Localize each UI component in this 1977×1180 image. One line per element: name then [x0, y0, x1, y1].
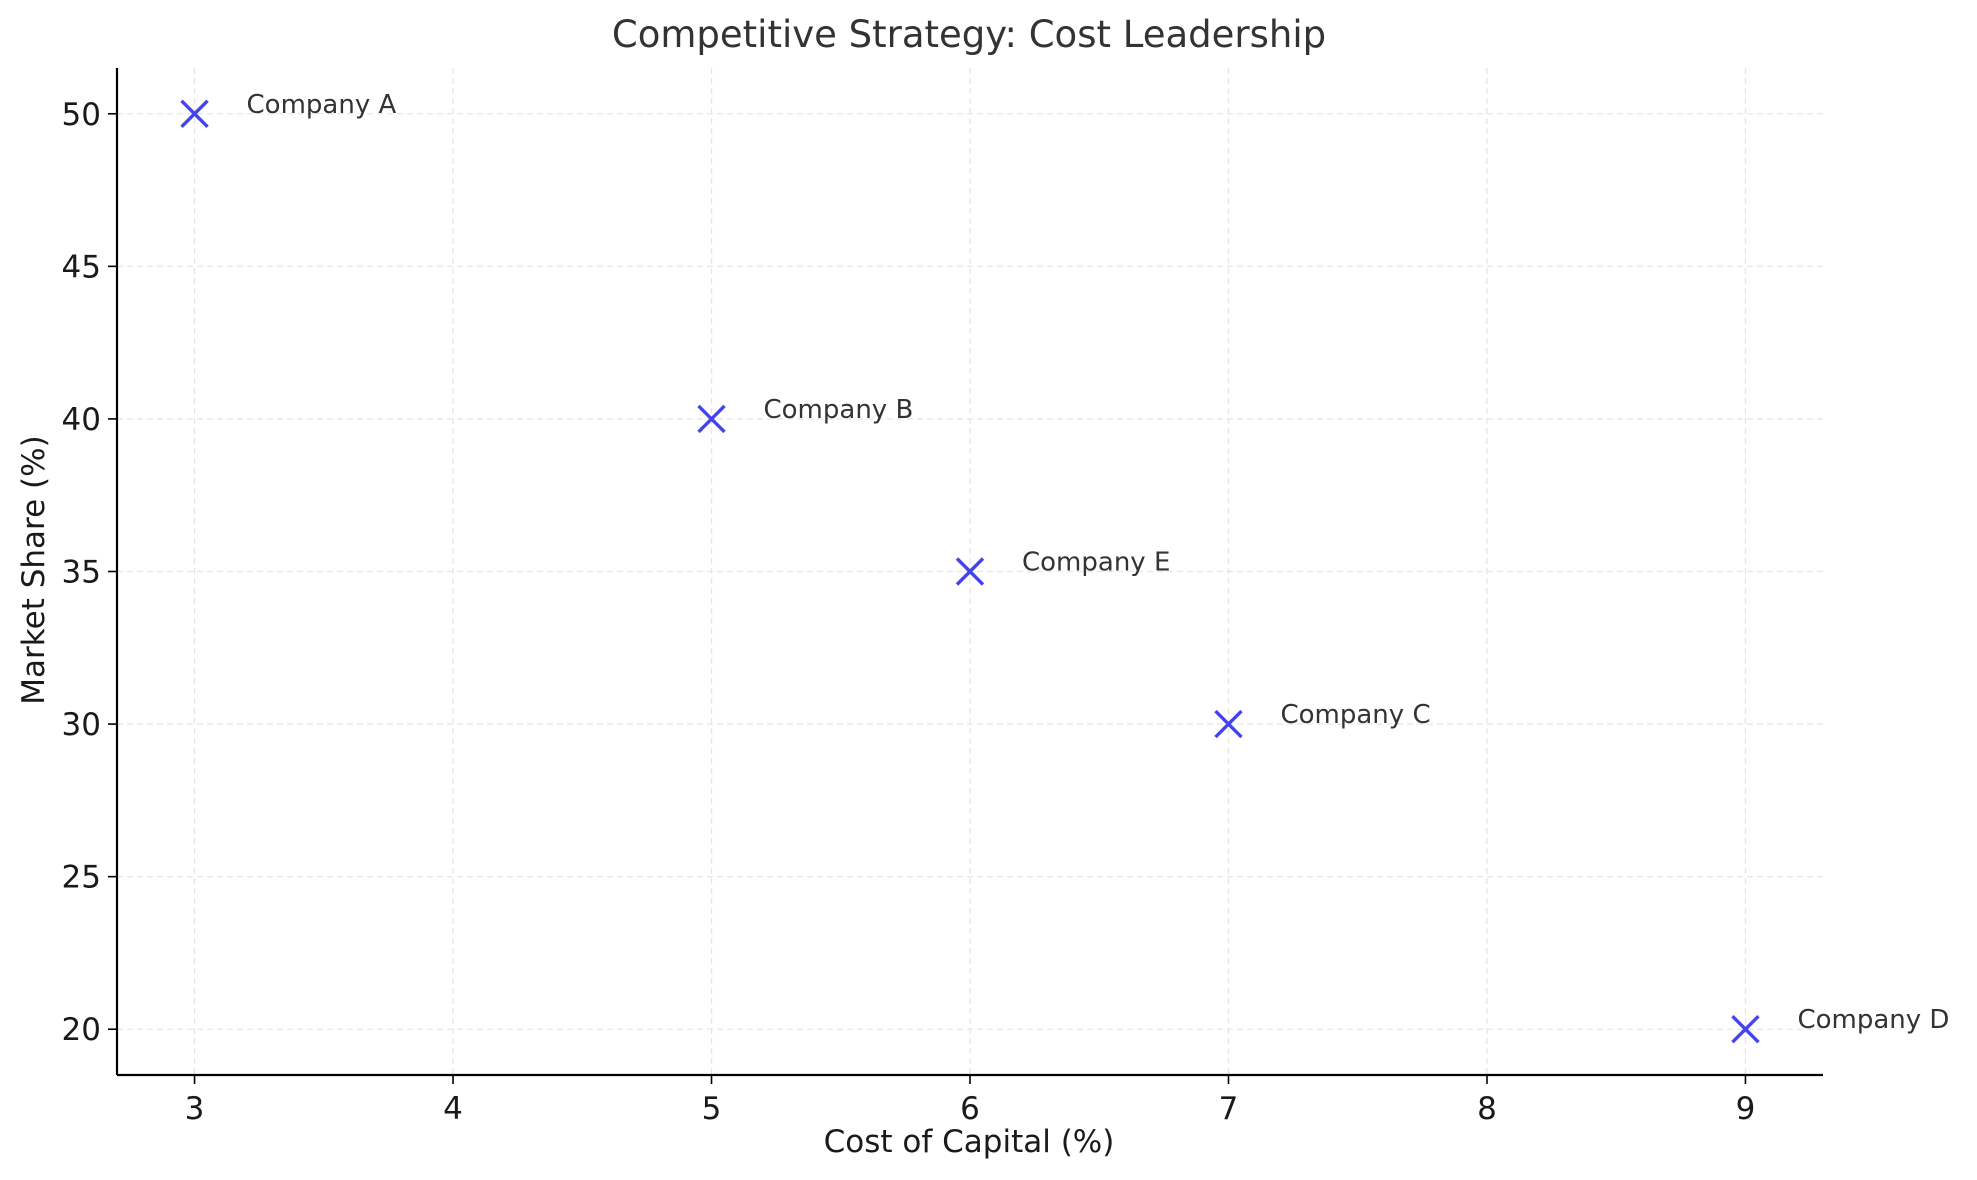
data-point: Company E: [955, 548, 1170, 586]
point-marker-stroke: [1214, 709, 1243, 739]
y-tick-label: 45: [62, 249, 101, 285]
x-tick-label: 8: [1477, 1091, 1497, 1127]
data-points: Company A Company B Company E Company C Comp…: [180, 90, 1949, 1044]
x-tick-label: 6: [960, 1091, 980, 1127]
point-marker-stroke: [955, 557, 985, 586]
y-tick-label: 25: [62, 860, 101, 896]
chart-title: Competitive Strategy: Cost Leadership: [612, 13, 1326, 56]
data-point: Company A: [180, 90, 397, 128]
data-point: Company B: [697, 395, 914, 434]
y-tick-label: 50: [62, 97, 101, 133]
x-tick-label: 7: [1219, 1091, 1239, 1127]
y-tick-label: 20: [62, 1012, 101, 1048]
point-label: Company D: [1797, 1005, 1949, 1035]
data-point: Company D: [1731, 1005, 1949, 1044]
y-tick-label: 30: [62, 707, 101, 743]
x-tick-label: 5: [702, 1091, 722, 1127]
point-label: Company E: [1022, 548, 1170, 578]
x-tick-label: 3: [185, 1091, 205, 1127]
x-axis-label: Cost of Capital (%): [824, 1124, 1115, 1160]
point-label: Company B: [764, 395, 914, 425]
y-tick-label: 40: [62, 402, 101, 438]
data-point: Company C: [1214, 700, 1431, 739]
point-label: Company C: [1280, 700, 1430, 730]
point-marker-stroke: [180, 99, 209, 128]
point-marker-stroke: [1731, 1015, 1760, 1044]
x-tick-label: 4: [443, 1091, 463, 1127]
y-axis-label: Market Share (%): [16, 435, 52, 704]
y-tick-label: 35: [62, 555, 101, 591]
point-label: Company A: [247, 90, 397, 120]
x-tick-label: 9: [1736, 1091, 1756, 1127]
point-marker-stroke: [697, 404, 726, 434]
